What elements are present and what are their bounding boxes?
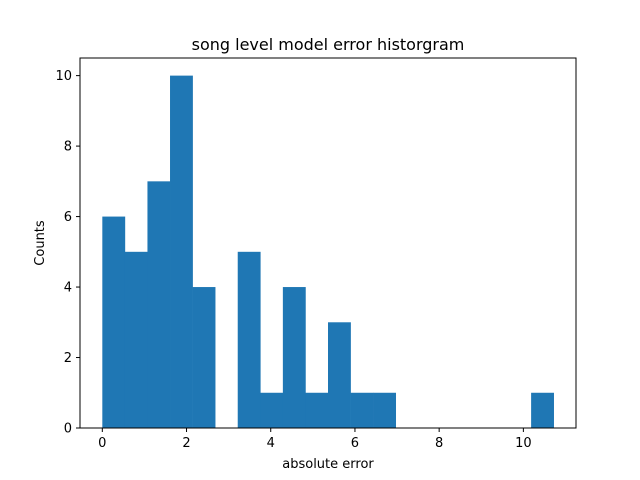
plot-frame xyxy=(79,57,577,429)
histogram-bar xyxy=(282,287,306,428)
y-tick-label: 8 xyxy=(64,140,72,155)
histogram-bar xyxy=(147,181,171,428)
x-axis-label: absolute error xyxy=(282,457,374,472)
y-axis-label: Counts xyxy=(33,220,48,266)
x-tick-label: 8 xyxy=(435,436,443,451)
histogram-bar xyxy=(170,75,193,428)
y-tick-label: 0 xyxy=(64,422,72,437)
chart-title: song level model error historgram xyxy=(192,35,465,54)
x-tick-label: 2 xyxy=(182,436,190,451)
histogram-bar xyxy=(531,392,554,428)
histogram-bar xyxy=(260,392,284,428)
histogram-bar xyxy=(305,392,329,428)
histogram-bar xyxy=(124,251,148,428)
x-tick-label: 4 xyxy=(267,436,275,451)
x-tick-label: 6 xyxy=(351,436,359,451)
y-axis-ticks: 0 2 4 6 8 10 xyxy=(55,69,80,437)
histogram-bar xyxy=(102,216,126,428)
y-tick-label: 10 xyxy=(55,69,72,84)
histogram-bar xyxy=(373,392,397,428)
y-tick-label: 4 xyxy=(64,281,72,296)
x-axis-ticks: 0 2 4 6 8 10 xyxy=(98,428,532,451)
histogram-bar xyxy=(350,392,374,428)
y-tick-label: 2 xyxy=(64,351,72,366)
y-tick-label: 6 xyxy=(64,210,72,225)
x-tick-label: 10 xyxy=(515,436,532,451)
histogram-bar xyxy=(237,251,261,428)
bars-group xyxy=(102,75,554,428)
histogram-bar xyxy=(328,322,351,428)
histogram-bar xyxy=(192,287,216,428)
x-tick-label: 0 xyxy=(98,436,106,451)
